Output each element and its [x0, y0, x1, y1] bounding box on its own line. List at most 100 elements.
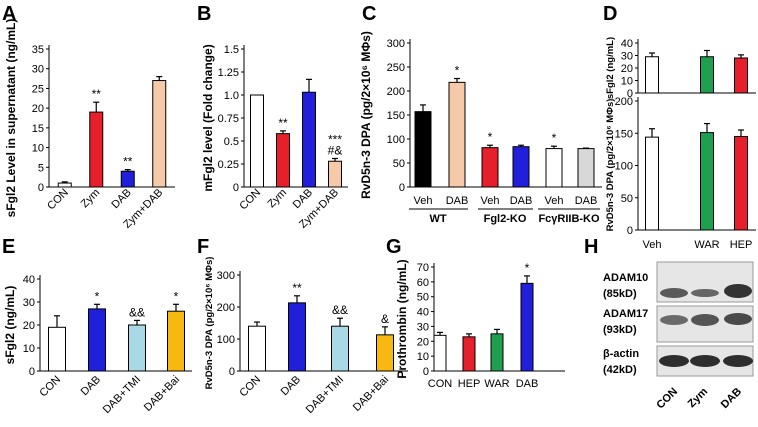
significance-label-g: * — [525, 261, 530, 275]
y-tick-label-c: 200 — [387, 86, 405, 98]
blot-lane-dab: DAB — [719, 386, 744, 411]
y-axis-title-c: RvD5n-3 DPA (pg/2×10⁶ MΦs) — [359, 31, 373, 199]
y-tick-label-e: 10 — [23, 343, 35, 355]
significance-label-e: * — [95, 289, 100, 303]
panel-label-b: B — [197, 3, 211, 25]
blot-size-adam10: (85kD) — [603, 288, 637, 300]
bar-f — [248, 325, 266, 372]
y-tick-label-b: 1.25 — [218, 67, 239, 79]
x-tick-label-g: DAB — [516, 378, 539, 390]
panel-label-e: E — [2, 236, 15, 258]
y-tick-label-f: 0 — [229, 366, 235, 378]
panel-label-g: G — [386, 236, 402, 258]
y-tick-label-g: 0 — [423, 366, 429, 378]
significance-label-b: ** — [278, 116, 288, 130]
bar-b — [302, 91, 316, 188]
bar-b — [276, 133, 290, 188]
x-tick-label-g: WAR — [484, 378, 509, 390]
x-tick-label-e: DAB+TMI — [101, 374, 143, 416]
y-tick-label-b: 1.5 — [224, 44, 239, 56]
x-tick-label-f: DAB — [279, 374, 303, 398]
y-tick-label-g: 30 — [417, 321, 429, 333]
y-tick-label-f: 300 — [217, 270, 235, 282]
y-tick-label-e: 0 — [29, 366, 35, 378]
blot-size-beta-actin: (42kD) — [603, 364, 637, 376]
bar-g — [490, 333, 504, 372]
significance-label-f: & — [381, 312, 389, 326]
bar-d-top — [700, 56, 714, 94]
group-label-wt: WT — [429, 213, 446, 225]
y-tick-label-a: 25 — [32, 83, 44, 95]
group-label-fgl2-ko: Fgl2-KO — [484, 213, 527, 225]
y-tick-label-b: 0.25 — [218, 159, 239, 171]
bar-c — [414, 111, 432, 188]
bar-c — [448, 81, 466, 188]
bar-e — [167, 310, 185, 372]
bar-f — [288, 302, 306, 372]
y-tick-label-e: 30 — [23, 297, 35, 309]
bar-a — [89, 111, 104, 188]
y-tick-label-a: 10 — [32, 143, 44, 155]
bar-c — [512, 146, 530, 188]
significance-label-e: * — [174, 289, 179, 303]
y-tick-label-e: 20 — [23, 320, 35, 332]
x-tick-label-f: DAB+Bai — [351, 374, 391, 414]
blot-band — [724, 284, 752, 298]
bar-d-bottom — [700, 132, 714, 231]
bar-f — [376, 334, 394, 372]
blot-label-adam10: ADAM10 — [603, 272, 648, 284]
y-tick-label-c: 0 — [399, 182, 405, 194]
y-tick-label-d-top: 10 — [621, 76, 633, 88]
bar-g — [433, 334, 447, 372]
significance-label-b: *** — [328, 132, 342, 146]
x-tick-label-c: Veh — [481, 195, 500, 207]
x-tick-label-e: DAB — [79, 374, 103, 398]
y-tick-label-d-bottom: 0 — [627, 225, 633, 237]
charts-layer: 0 5 10 15 20 25 30 35 sFgl2 Level in supernatant… — [3, 19, 756, 416]
blot-label-beta-actin: β-actin — [603, 348, 639, 360]
y-tick-label-b: 0.75 — [218, 113, 239, 125]
blot-band — [690, 355, 720, 367]
bar-d-bottom — [734, 135, 748, 231]
y-axis-title-g: Prothrombin (ng/mL) — [395, 259, 409, 378]
y-tick-label-g: 70 — [417, 262, 429, 274]
blot-band — [659, 355, 689, 367]
y-tick-label-a: 0 — [38, 182, 44, 194]
bar-a — [120, 170, 135, 188]
bar-d-bottom — [645, 136, 659, 231]
y-tick-label-b: 0 — [233, 182, 239, 194]
bar-f — [331, 325, 349, 372]
bar-a — [152, 80, 167, 188]
y-tick-label-d-bottom: 200 — [615, 96, 633, 108]
y-tick-label-g: 60 — [417, 277, 429, 289]
y-tick-label-f: 100 — [217, 334, 235, 346]
x-tick-label-d-bottom: WAR — [694, 239, 719, 251]
y-axis-title-d-top: sFgl2 (ng/mL) — [605, 37, 616, 99]
x-tick-label-e: CON — [37, 374, 63, 400]
bar-d-top — [645, 56, 659, 94]
y-tick-label-d-top: 0 — [627, 88, 633, 100]
y-axis-title-f: RvD5n-3 DPA (pg/2×10⁶ MΦs) — [204, 257, 215, 390]
significance-label-c: * — [552, 131, 557, 145]
y-tick-label-a: 35 — [32, 44, 44, 56]
y-tick-label-d-top: 20 — [621, 63, 633, 75]
bar-a — [57, 182, 72, 188]
panel-label-a: A — [2, 3, 16, 25]
bar-e — [88, 308, 106, 372]
blot-band — [660, 315, 688, 325]
significance-label-f: && — [332, 303, 348, 317]
bar-d-top — [734, 57, 748, 94]
y-tick-label-a: 20 — [32, 103, 44, 115]
y-tick-label-d-bottom: 150 — [615, 128, 633, 140]
x-tick-label-c: DAB — [575, 195, 598, 207]
y-tick-label-g: 10 — [417, 351, 429, 363]
x-tick-label-f: DAB+TMI — [304, 374, 346, 416]
x-tick-label-d-bottom: Veh — [643, 239, 662, 251]
y-axis-title-a: sFgl2 Level in supernatant (ng/mL) — [4, 19, 18, 218]
x-tick-label-c: DAB — [510, 195, 533, 207]
bar-c — [577, 148, 595, 188]
blot-band — [723, 355, 753, 367]
bar-b — [328, 160, 342, 188]
panel-label-d: D — [603, 3, 617, 25]
significance-label-b: #& — [328, 143, 343, 157]
